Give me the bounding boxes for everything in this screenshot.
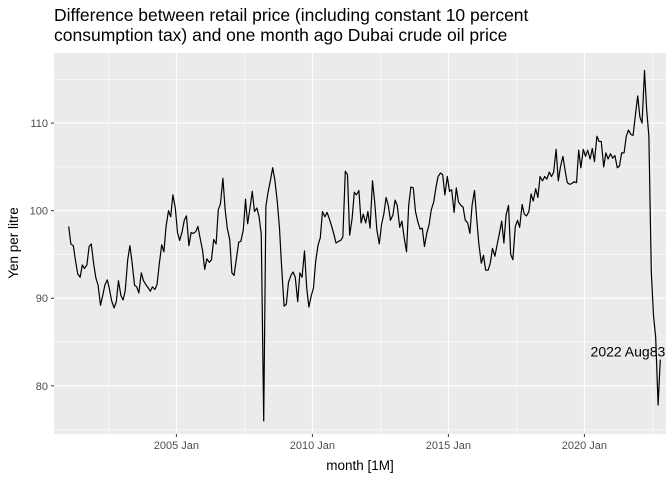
- y-tick-label: 80: [36, 381, 48, 393]
- plot-panel: [54, 53, 666, 434]
- x-tick-label: 2020 Jan: [562, 440, 607, 452]
- series-line: [68, 69, 661, 422]
- minor-gridlines: [54, 53, 666, 434]
- x-tick-label: 2010 Jan: [290, 440, 335, 452]
- axis-ticks: [51, 122, 585, 437]
- x-axis-title: month [1M]: [326, 458, 394, 473]
- chart-title-line-1: Difference between retail price (includi…: [54, 5, 529, 25]
- x-tick-label: 2015 Jan: [426, 440, 471, 452]
- y-tick-label: 100: [30, 206, 48, 218]
- annotation-label: 2022 Aug83: [591, 344, 666, 360]
- x-tick-label: 2005 Jan: [154, 440, 199, 452]
- y-axis-tick-labels: 80 90 100 110: [30, 118, 48, 393]
- chart-title-line-2: consumption tax) and one month ago Dubai…: [54, 25, 507, 45]
- y-tick-label: 110: [30, 118, 48, 130]
- y-tick-label: 90: [36, 293, 48, 305]
- y-axis-title: Yen per litre: [6, 207, 21, 279]
- x-axis-tick-labels: 2005 Jan 2010 Jan 2015 Jan 2020 Jan: [154, 440, 607, 452]
